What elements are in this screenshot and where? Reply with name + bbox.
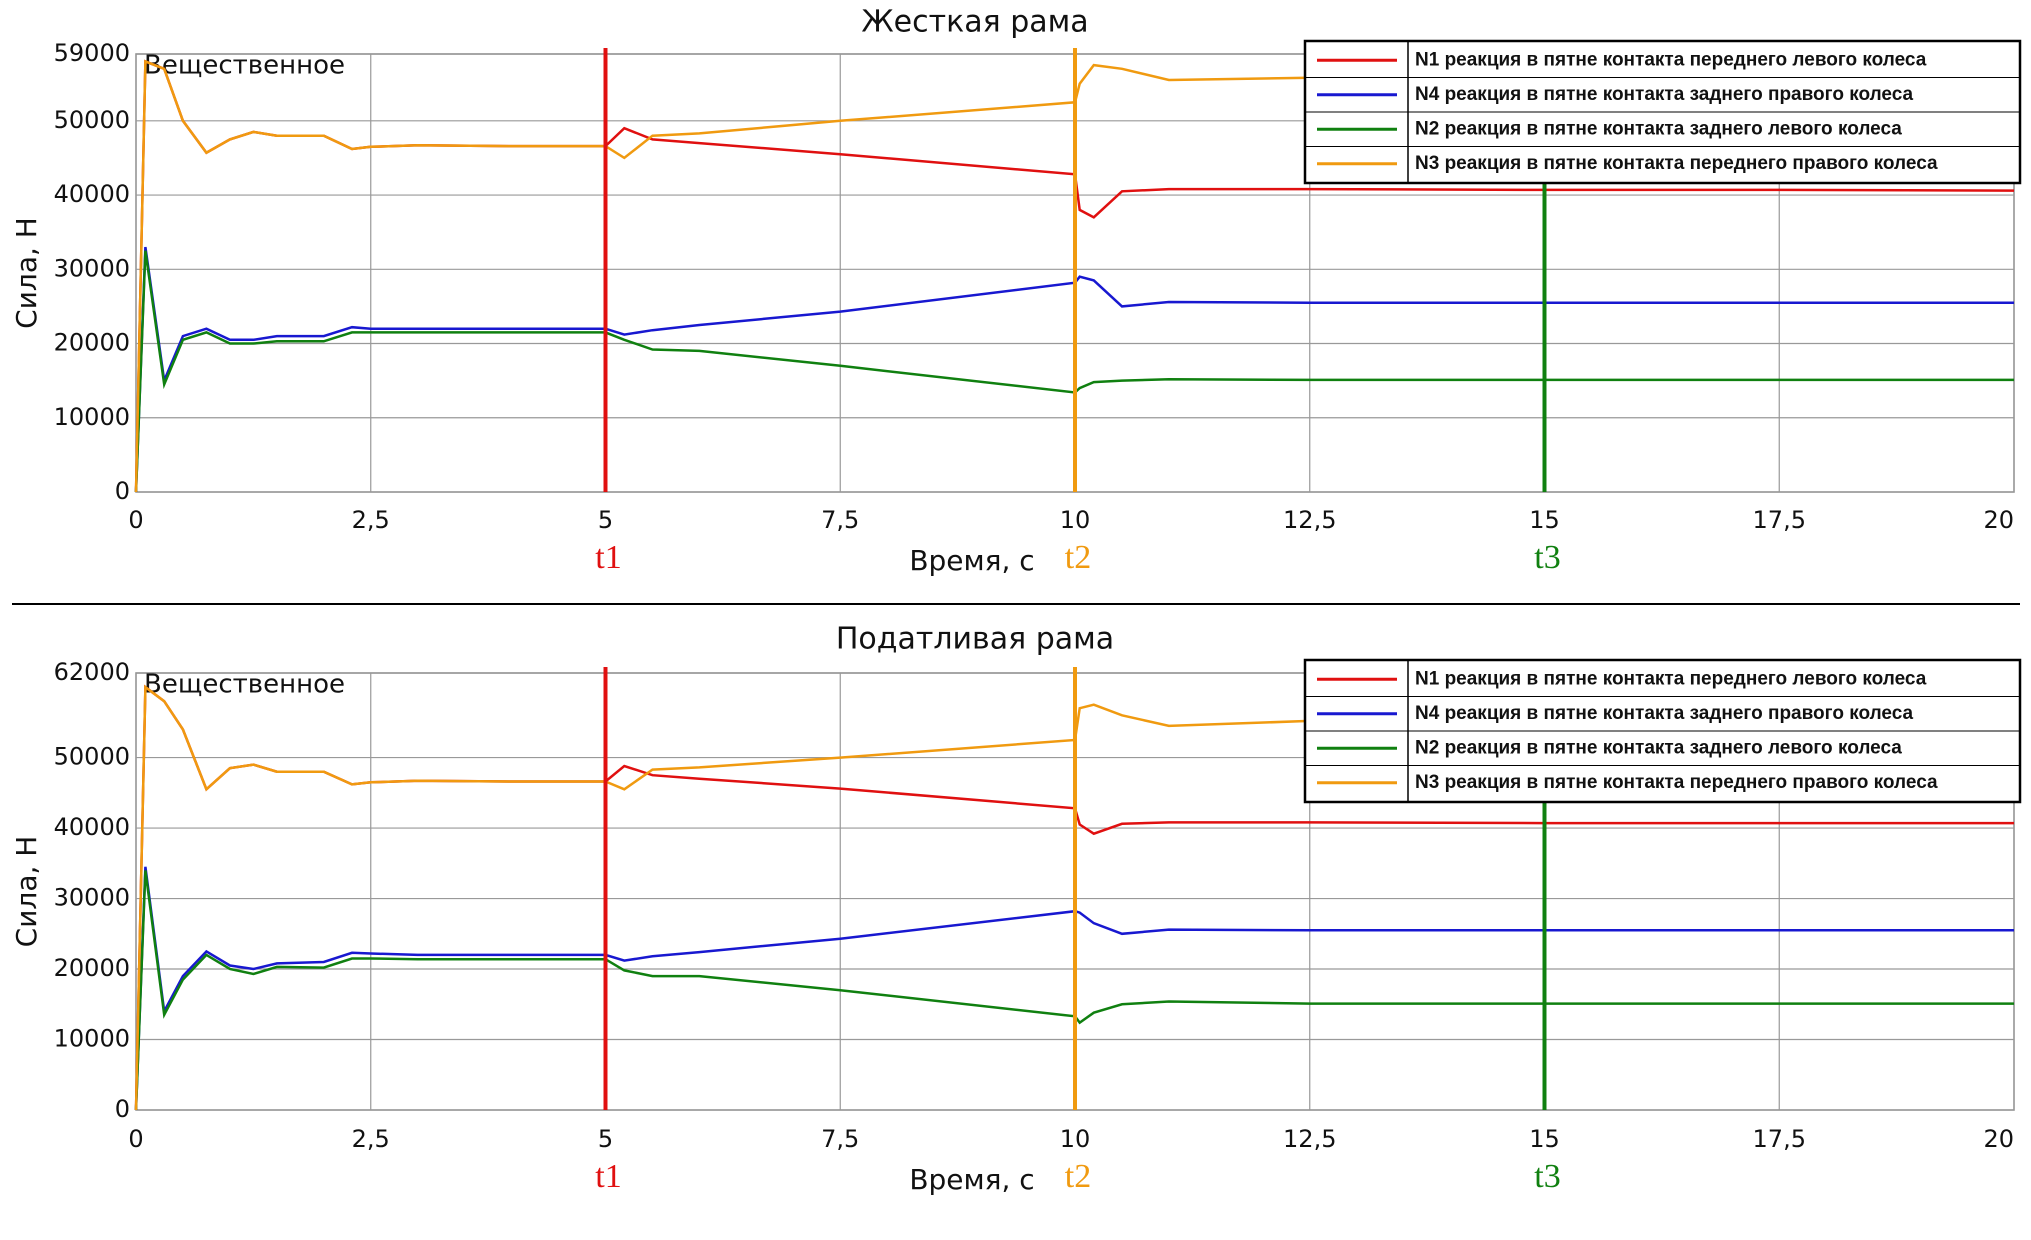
time-marker-label: t3: [1534, 1158, 1560, 1195]
legend-label: N3 реакция в пятне контакта переднего пр…: [1415, 153, 1938, 174]
x-tick-label: 5: [598, 506, 613, 534]
y-tick-label: 0: [115, 1095, 130, 1123]
x-tick-label: 15: [1529, 1125, 1560, 1153]
y-axis-label: Сила, Н: [10, 217, 43, 329]
y-tick-label: 10000: [54, 1025, 130, 1053]
x-tick-label: 10: [1060, 1125, 1091, 1153]
y-tick-label: 50000: [54, 106, 130, 134]
time-marker-label: t2: [1065, 539, 1091, 576]
y-tick-label: 0: [115, 477, 130, 505]
time-marker-label: t1: [595, 1158, 621, 1195]
legend-label: N2 реакция в пятне контакта заднего лево…: [1415, 737, 1902, 758]
y-tick-label: 20000: [54, 954, 130, 982]
x-tick-label: 12,5: [1283, 506, 1336, 534]
legend-label: N4 реакция в пятне контакта заднего прав…: [1415, 84, 1914, 105]
y-tick-label: 40000: [54, 813, 130, 841]
x-tick-label: 0: [128, 506, 143, 534]
x-axis-label: Время, с: [909, 1163, 1034, 1196]
annotation: Вещественное: [144, 51, 345, 81]
legend-label: N1 реакция в пятне контакта переднего ле…: [1415, 668, 1927, 689]
y-tick-label: 30000: [54, 884, 130, 912]
time-marker-label: t3: [1534, 539, 1560, 576]
time-marker-label: t2: [1065, 1158, 1091, 1195]
y-axis-label: Сила, Н: [10, 836, 43, 948]
x-tick-label: 17,5: [1753, 506, 1806, 534]
y-tick-label: 50000: [54, 743, 130, 771]
legend-label: N1 реакция в пятне контакта переднего ле…: [1415, 49, 1927, 70]
x-tick-label: 7,5: [821, 1125, 859, 1153]
legend-label: N3 реакция в пятне контакта переднего пр…: [1415, 772, 1938, 793]
x-tick-label: 10: [1060, 506, 1091, 534]
x-tick-label: 5: [598, 1125, 613, 1153]
annotation: Вещественное: [144, 670, 345, 700]
legend-label: N2 реакция в пятне контакта заднего лево…: [1415, 118, 1902, 139]
x-tick-label: 2,5: [352, 506, 390, 534]
y-tick-label: 62000: [54, 658, 130, 686]
chart-title: Податливая рама: [836, 622, 1114, 657]
chart-title: Жесткая рама: [861, 5, 1088, 40]
x-tick-label: 17,5: [1753, 1125, 1806, 1153]
x-tick-label: 20: [1983, 506, 2014, 534]
x-tick-label: 0: [128, 1125, 143, 1153]
x-tick-label: 12,5: [1283, 1125, 1336, 1153]
y-tick-label: 30000: [54, 254, 130, 282]
y-tick-label: 20000: [54, 329, 130, 357]
y-tick-label: 40000: [54, 180, 130, 208]
x-tick-label: 15: [1529, 506, 1560, 534]
time-marker-label: t1: [595, 539, 621, 576]
legend-label: N4 реакция в пятне контакта заднего прав…: [1415, 703, 1914, 724]
x-tick-label: 20: [1983, 1125, 2014, 1153]
x-axis-label: Время, с: [909, 544, 1034, 577]
x-tick-label: 2,5: [352, 1125, 390, 1153]
y-tick-label: 59000: [54, 39, 130, 67]
x-tick-label: 7,5: [821, 506, 859, 534]
y-tick-label: 10000: [54, 403, 130, 431]
